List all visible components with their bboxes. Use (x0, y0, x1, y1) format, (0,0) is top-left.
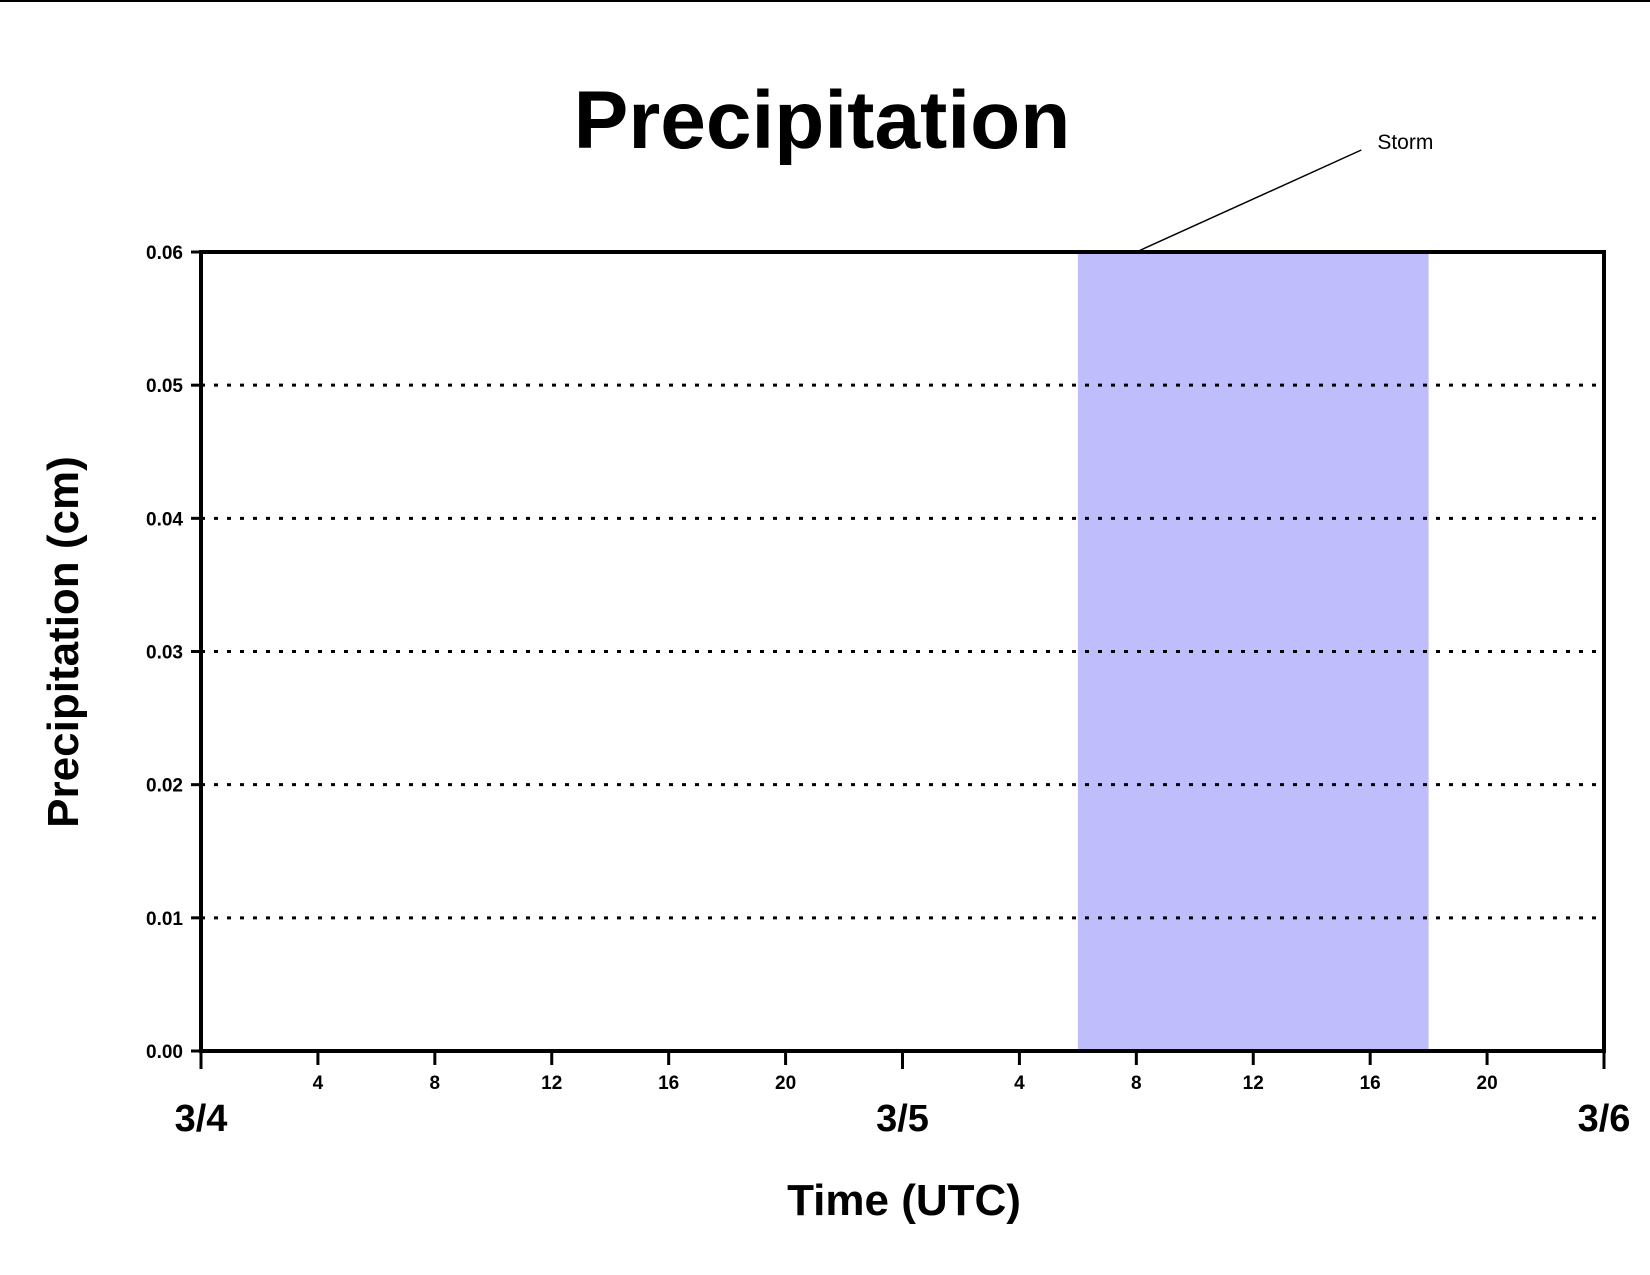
storm-leader-line (1136, 149, 1362, 253)
x-axis: 4 8 12 16 20 4 8 12 16 20 3/4 3/5 3/6 (175, 1051, 1631, 1140)
top-border-rule (0, 0, 1650, 2)
x-major-tick-label: 3/6 (1578, 1098, 1631, 1140)
x-major-tick-label: 3/5 (876, 1098, 929, 1140)
x-minor-tick-label: 20 (775, 1073, 796, 1094)
x-minor-tick-label: 16 (1360, 1073, 1381, 1094)
storm-annotation-label: Storm (1377, 131, 1433, 154)
x-major-tick-label: 3/4 (175, 1098, 228, 1140)
x-axis-label: Time (UTC) (787, 1176, 1021, 1225)
shade-layer (1077, 252, 1429, 1051)
y-axis: 0.00 0.01 0.02 0.03 0.04 0.05 0.06 (146, 243, 201, 1063)
y-tick-label: 0.02 (146, 776, 183, 797)
chart-title: Precipitation (574, 75, 1071, 166)
y-tick-label: 0.06 (146, 243, 183, 264)
x-minor-tick-label: 8 (1131, 1073, 1142, 1094)
y-tick-label: 0.00 (146, 1042, 183, 1063)
y-tick-label: 0.04 (146, 509, 183, 530)
x-minor-tick-label: 12 (541, 1073, 562, 1094)
x-minor-tick-label: 16 (658, 1073, 679, 1094)
x-minor-tick-label: 4 (1014, 1073, 1025, 1094)
x-minor-tick-label: 8 (430, 1073, 441, 1094)
y-tick-label: 0.05 (146, 376, 183, 397)
storm-shaded-region (1077, 252, 1429, 1051)
x-minor-tick-label: 4 (313, 1073, 324, 1094)
annotation-layer: Storm (1136, 131, 1433, 253)
y-axis-label: Precipitation (cm) (39, 456, 88, 828)
y-tick-label: 0.01 (146, 909, 183, 930)
x-minor-tick-label: 12 (1243, 1073, 1264, 1094)
x-minor-tick-label: 20 (1477, 1073, 1498, 1094)
y-tick-label: 0.03 (146, 643, 183, 664)
